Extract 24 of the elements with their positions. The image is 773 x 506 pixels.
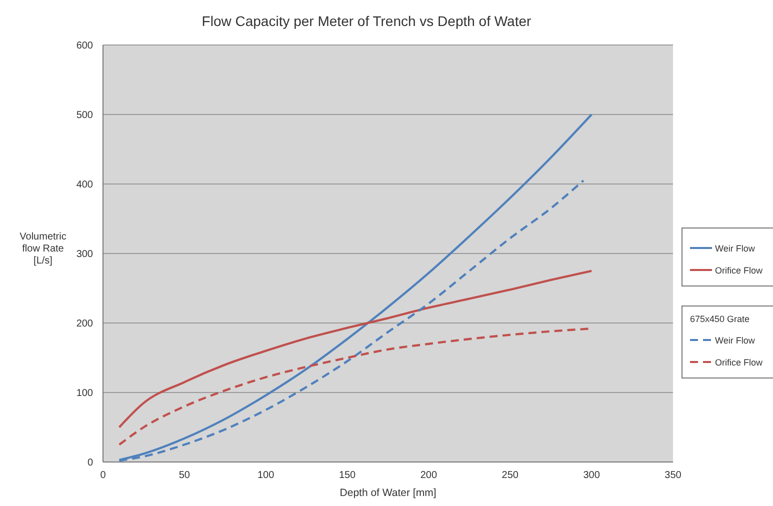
- legend-title: 675x450 Grate: [690, 314, 750, 324]
- y-axis-title: Volumetric flow Rate [L/s]: [20, 232, 66, 266]
- y-tick-label: 0: [87, 458, 94, 468]
- x-tick-label: 200: [420, 470, 438, 481]
- x-tick-label: 300: [583, 470, 600, 481]
- x-tick-label: 250: [502, 470, 519, 481]
- x-tick-label: 50: [178, 470, 190, 481]
- line-series: [118, 270, 593, 428]
- y-tick-label: 600: [76, 40, 94, 52]
- x-axis-title: Depth of Water [mm]: [340, 487, 436, 499]
- legend-label: Orifice Flow: [715, 358, 764, 368]
- y-tick-label: 400: [76, 180, 94, 190]
- chart-title: Flow Capacity per Meter of Trench vs Depth of Water: [202, 13, 532, 29]
- y-tick-label: 300: [76, 249, 94, 260]
- y-tick-label: 200: [76, 318, 94, 330]
- legend-label: Orifice Flow: [715, 266, 764, 276]
- x-tick-label: 150: [338, 470, 356, 481]
- y-tick-label: 500: [76, 110, 94, 121]
- x-tick-label: 0: [100, 470, 106, 481]
- x-tick-label: 100: [258, 470, 275, 481]
- legend-label: Weir Flow: [715, 336, 756, 346]
- x-tick-label: 350: [664, 470, 682, 481]
- legend-label: Weir Flow: [715, 244, 756, 254]
- y-tick-label: 100: [76, 388, 94, 399]
